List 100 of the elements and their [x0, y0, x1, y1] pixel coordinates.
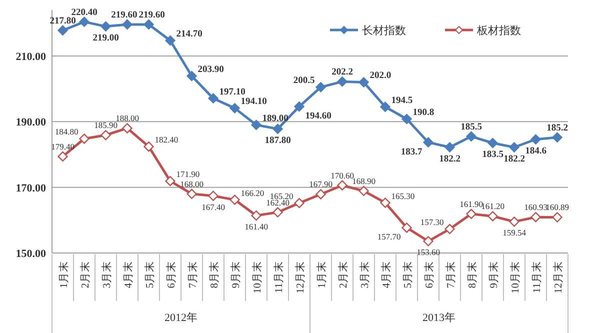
point — [402, 114, 412, 124]
point — [423, 236, 434, 246]
point — [230, 103, 240, 114]
point — [488, 211, 498, 222]
x-tick-label: 5月末 — [400, 261, 414, 288]
y-tick-label: 170.00 — [16, 182, 46, 194]
data-label: 194.10 — [240, 97, 268, 108]
point — [509, 216, 520, 227]
data-label: 185.2 — [546, 123, 568, 134]
data-label: 219.60 — [111, 10, 138, 20]
point — [444, 224, 455, 234]
point — [79, 134, 90, 144]
y-tick-label: 150.00 — [16, 248, 46, 260]
point — [144, 19, 154, 30]
x-tick-label: 9月末 — [228, 261, 242, 288]
x-tick-label: 7月末 — [186, 261, 199, 288]
data-label: 187.80 — [264, 136, 292, 146]
x-tick-label: 3月末 — [358, 261, 371, 288]
data-label: 182.40 — [154, 134, 178, 145]
point — [488, 138, 498, 148]
x-tick-label: 3月末 — [100, 261, 113, 288]
point — [358, 77, 369, 88]
point — [337, 76, 348, 87]
data-label: 194.60 — [305, 112, 332, 122]
x-tick-label: 7月末 — [444, 261, 457, 288]
x-tick-label: 9月末 — [486, 261, 500, 288]
x-tick-label: 8月末 — [207, 261, 220, 288]
y-tick-label: 210.00 — [16, 50, 46, 63]
data-label: 165.20 — [270, 191, 294, 202]
x-tick-label: 1月末 — [56, 261, 70, 288]
x-tick-label: 11月末 — [272, 261, 285, 294]
point — [251, 210, 262, 221]
point — [272, 207, 283, 218]
point — [186, 188, 197, 199]
point — [316, 82, 326, 92]
legend-label: 板材指数 — [476, 24, 521, 37]
point — [58, 151, 68, 162]
point — [79, 16, 90, 27]
point — [380, 198, 390, 208]
x-tick-label: 12月末 — [551, 261, 564, 294]
data-label: 219.00 — [92, 33, 120, 44]
x-tick-label: 2月末 — [78, 261, 92, 288]
data-label: 159.54 — [502, 228, 527, 238]
point — [466, 208, 476, 220]
legend-label: 长材指数 — [362, 24, 406, 37]
point — [530, 134, 541, 144]
point — [122, 123, 132, 134]
x-tick-label: 10月末 — [508, 261, 522, 294]
x-tick-label: 4月末 — [379, 261, 392, 288]
point — [230, 194, 240, 205]
data-label: 202.2 — [332, 68, 354, 78]
point — [186, 70, 197, 82]
point — [552, 132, 562, 143]
data-label: 171.90 — [176, 169, 200, 180]
data-label: 188.00 — [116, 113, 139, 124]
point — [423, 137, 434, 148]
point — [272, 124, 283, 134]
data-label: 185.90 — [94, 120, 118, 130]
point — [358, 186, 369, 196]
point — [444, 142, 455, 152]
point — [316, 189, 326, 200]
x-tick-label: 11月末 — [530, 261, 543, 294]
data-label: 161.40 — [244, 222, 268, 232]
data-label: 182.2 — [504, 154, 526, 164]
point — [144, 142, 154, 152]
data-label: 203.90 — [198, 65, 224, 76]
point — [58, 25, 68, 36]
data-label: 166.20 — [240, 188, 264, 198]
data-label: 219.60 — [138, 10, 166, 20]
data-label: 179.40 — [51, 141, 74, 152]
point — [380, 102, 390, 112]
x-tick-label: 6月末 — [422, 261, 436, 288]
x-tick-label: 8月末 — [465, 261, 478, 288]
point — [509, 142, 520, 152]
data-label: 183.7 — [400, 147, 422, 158]
point — [530, 212, 541, 222]
point — [100, 21, 111, 32]
data-label: 200.5 — [293, 76, 315, 86]
x-tick-label: 5月末 — [142, 261, 156, 288]
data-label: 217.80 — [50, 16, 76, 26]
x-tick-label: 12月末 — [293, 261, 306, 294]
data-label: 194.5 — [391, 96, 413, 106]
x-tick-label: 10月末 — [250, 261, 264, 294]
data-label: 183.5 — [482, 150, 504, 160]
data-label: 202.0 — [370, 71, 392, 82]
data-label: 153.60 — [416, 247, 440, 258]
data-label: 161.90 — [460, 198, 483, 209]
data-label: 168.00 — [180, 178, 204, 189]
point — [165, 35, 176, 46]
point — [165, 176, 176, 186]
point — [402, 222, 412, 233]
text: 2012年 — [164, 312, 198, 324]
data-label: 167.40 — [202, 202, 225, 212]
data-label: 165.30 — [391, 190, 415, 201]
point — [294, 198, 304, 208]
point — [552, 212, 562, 222]
data-label: 170.60 — [330, 170, 354, 180]
data-label: 157.70 — [377, 232, 401, 242]
point — [100, 130, 111, 140]
data-label: 185.5 — [460, 122, 482, 132]
